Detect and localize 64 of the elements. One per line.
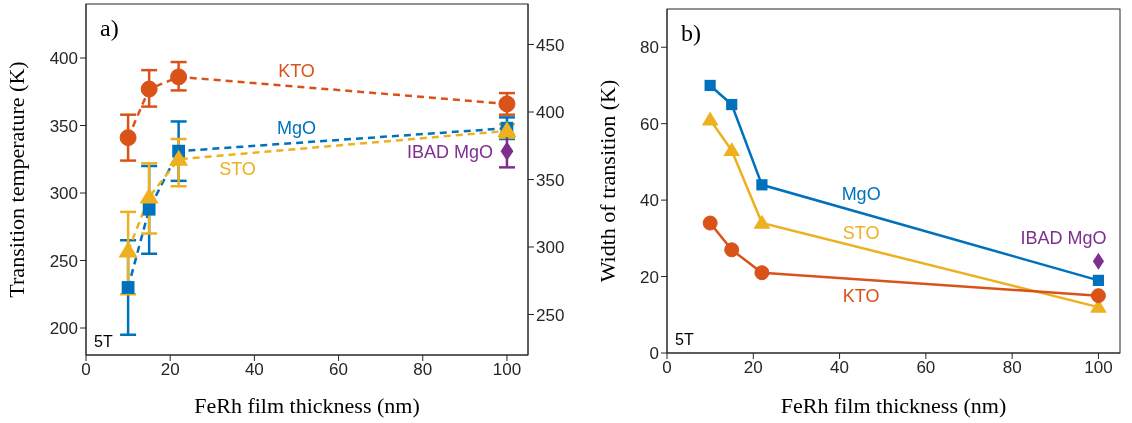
y-axis-title: Width of transition (K) bbox=[594, 79, 620, 283]
point bbox=[756, 179, 768, 191]
x-tick-label: 40 bbox=[244, 360, 264, 380]
x-tick-label: 80 bbox=[413, 360, 433, 380]
x-tick-label: 100 bbox=[1084, 358, 1113, 378]
annotation: 5T bbox=[94, 333, 113, 350]
y-axis-title: Transition temperature (K) bbox=[3, 61, 29, 298]
y2-tick-label: 450 bbox=[536, 35, 565, 55]
point bbox=[702, 215, 718, 231]
point bbox=[140, 80, 158, 98]
y-tick-label: 40 bbox=[640, 191, 659, 211]
point bbox=[119, 129, 137, 147]
point bbox=[754, 265, 770, 281]
y-tick-label: 80 bbox=[640, 38, 659, 58]
series-label: STO bbox=[842, 222, 880, 243]
series-label: MgO bbox=[841, 183, 881, 204]
x-tick-label: 0 bbox=[662, 358, 672, 378]
point bbox=[118, 241, 138, 258]
point bbox=[1092, 274, 1105, 286]
point bbox=[753, 214, 771, 229]
x-tick-label: 60 bbox=[916, 358, 936, 378]
point bbox=[724, 242, 740, 258]
x-axis-title: FeRh film thickness (nm) bbox=[780, 393, 1007, 418]
y-tick-label: 200 bbox=[49, 319, 78, 339]
y2-tick-label: 350 bbox=[536, 170, 565, 190]
x-tick-label: 20 bbox=[160, 360, 180, 380]
series-label: KTO bbox=[842, 286, 880, 307]
annotation: a) bbox=[100, 15, 119, 41]
y-tick-label: 20 bbox=[640, 267, 659, 287]
y-tick-label: 250 bbox=[49, 251, 78, 271]
series-label: MgO bbox=[276, 117, 316, 138]
y-tick-label: 350 bbox=[49, 116, 78, 136]
point bbox=[723, 142, 741, 157]
series-label: STO bbox=[219, 158, 256, 179]
point bbox=[1090, 288, 1106, 304]
x-tick-label: 20 bbox=[743, 358, 763, 378]
y-tick-label: 0 bbox=[649, 344, 659, 364]
series-label: IBAD MgO bbox=[1020, 228, 1107, 249]
y-tick-label: 300 bbox=[49, 184, 78, 204]
point bbox=[704, 79, 716, 92]
y2-tick-label: 400 bbox=[536, 103, 565, 123]
y2-tick-label: 250 bbox=[536, 305, 565, 325]
point bbox=[169, 149, 189, 166]
y2-tick-label: 300 bbox=[536, 238, 565, 258]
point bbox=[1092, 252, 1105, 270]
point bbox=[142, 202, 156, 216]
x-axis-title: FeRh film thickness (nm) bbox=[194, 393, 420, 418]
point bbox=[121, 281, 135, 294]
point bbox=[701, 111, 719, 126]
point bbox=[500, 141, 514, 161]
point bbox=[139, 187, 159, 204]
x-tick-label: 80 bbox=[1002, 358, 1022, 378]
series-label: KTO bbox=[278, 61, 315, 82]
y-tick-label: 400 bbox=[49, 49, 78, 69]
x-tick-label: 100 bbox=[492, 360, 522, 380]
series-label: IBAD MgO bbox=[406, 141, 493, 162]
annotation: b) bbox=[681, 20, 701, 46]
point bbox=[726, 98, 738, 111]
x-tick-label: 0 bbox=[81, 360, 91, 380]
y-tick-label: 60 bbox=[640, 114, 659, 134]
x-tick-label: 40 bbox=[830, 358, 850, 378]
annotation: 5T bbox=[675, 331, 694, 348]
x-tick-label: 60 bbox=[329, 360, 349, 380]
point bbox=[170, 68, 188, 86]
